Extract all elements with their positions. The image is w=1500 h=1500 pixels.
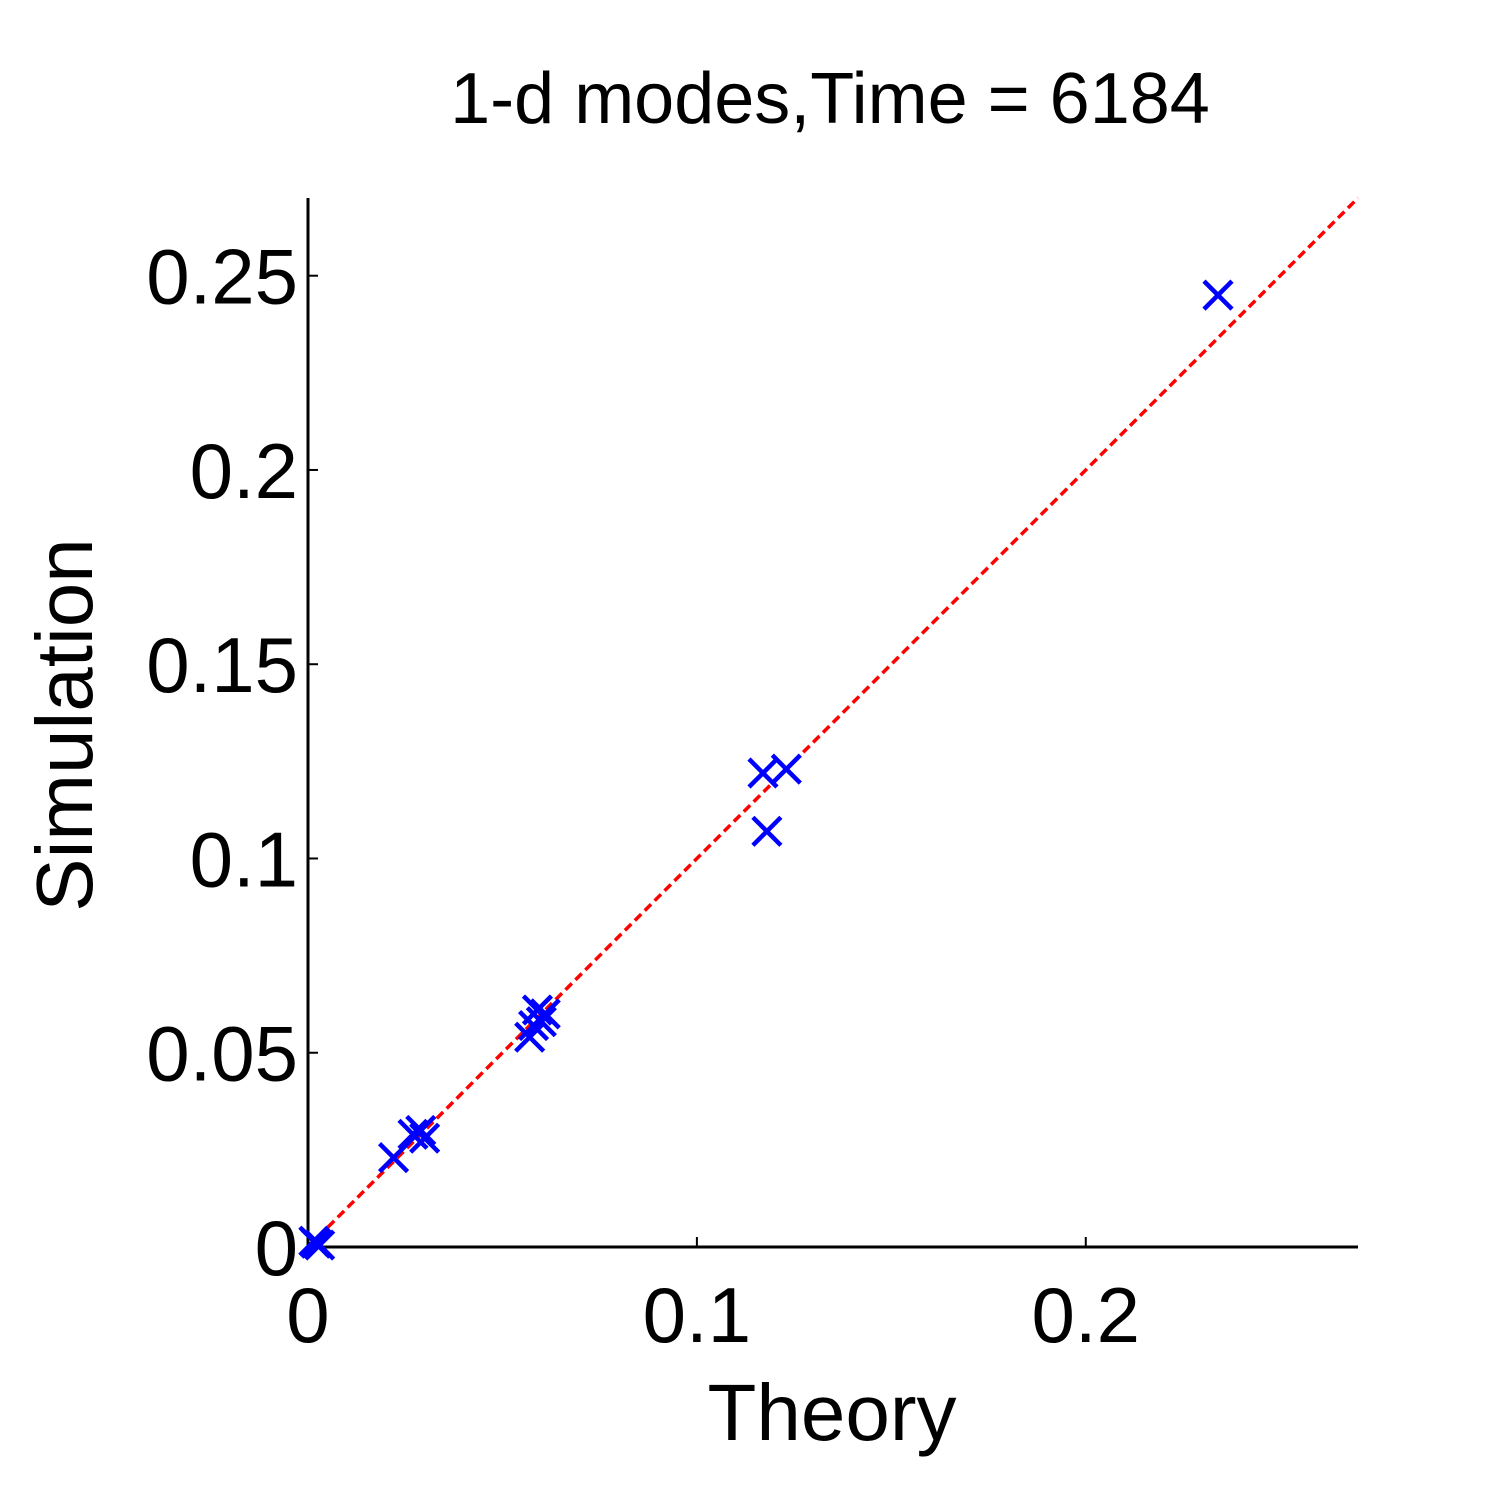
- data-point-marker: [525, 1006, 557, 1038]
- x-tick-label: 0.1: [643, 1271, 751, 1359]
- y-tick-label: 0.1: [190, 815, 298, 903]
- y-tick-label: 0.05: [146, 1010, 298, 1098]
- data-point-marker: [529, 998, 561, 1030]
- data-point-marker: [409, 1122, 441, 1154]
- data-point-marker: [405, 1114, 437, 1147]
- x-axis-ticks: 0 0.1 0.2: [286, 1237, 1140, 1359]
- y-tick-label: 0.2: [190, 427, 298, 515]
- reference-line: [306, 196, 1360, 1249]
- data-point-marker: [751, 815, 783, 847]
- chart-title: 1-d modes,Time = 6184: [450, 59, 1210, 139]
- data-point-marker: [377, 1142, 410, 1174]
- x-tick-label: 0: [286, 1271, 329, 1359]
- data-point-marker: [1202, 279, 1234, 311]
- y-axis-ticks: 0 0.05 0.1 0.15 0.2 0.25: [146, 233, 318, 1292]
- y-axis-label: Simulation: [20, 538, 109, 912]
- y-tick-label: 0.25: [146, 233, 298, 321]
- data-point-marker: [770, 753, 802, 785]
- plot-area: 0 0.1 0.2 0 0.05 0.1 0.15 0.2 0.25: [146, 196, 1360, 1359]
- x-axis-label: Theory: [708, 1368, 957, 1457]
- y-tick-label: 0.15: [146, 621, 298, 709]
- y-tick-label: 0: [255, 1204, 298, 1292]
- data-point-marker: [298, 1225, 330, 1257]
- x-tick-label: 0.2: [1032, 1271, 1140, 1359]
- data-markers: [298, 279, 1234, 1261]
